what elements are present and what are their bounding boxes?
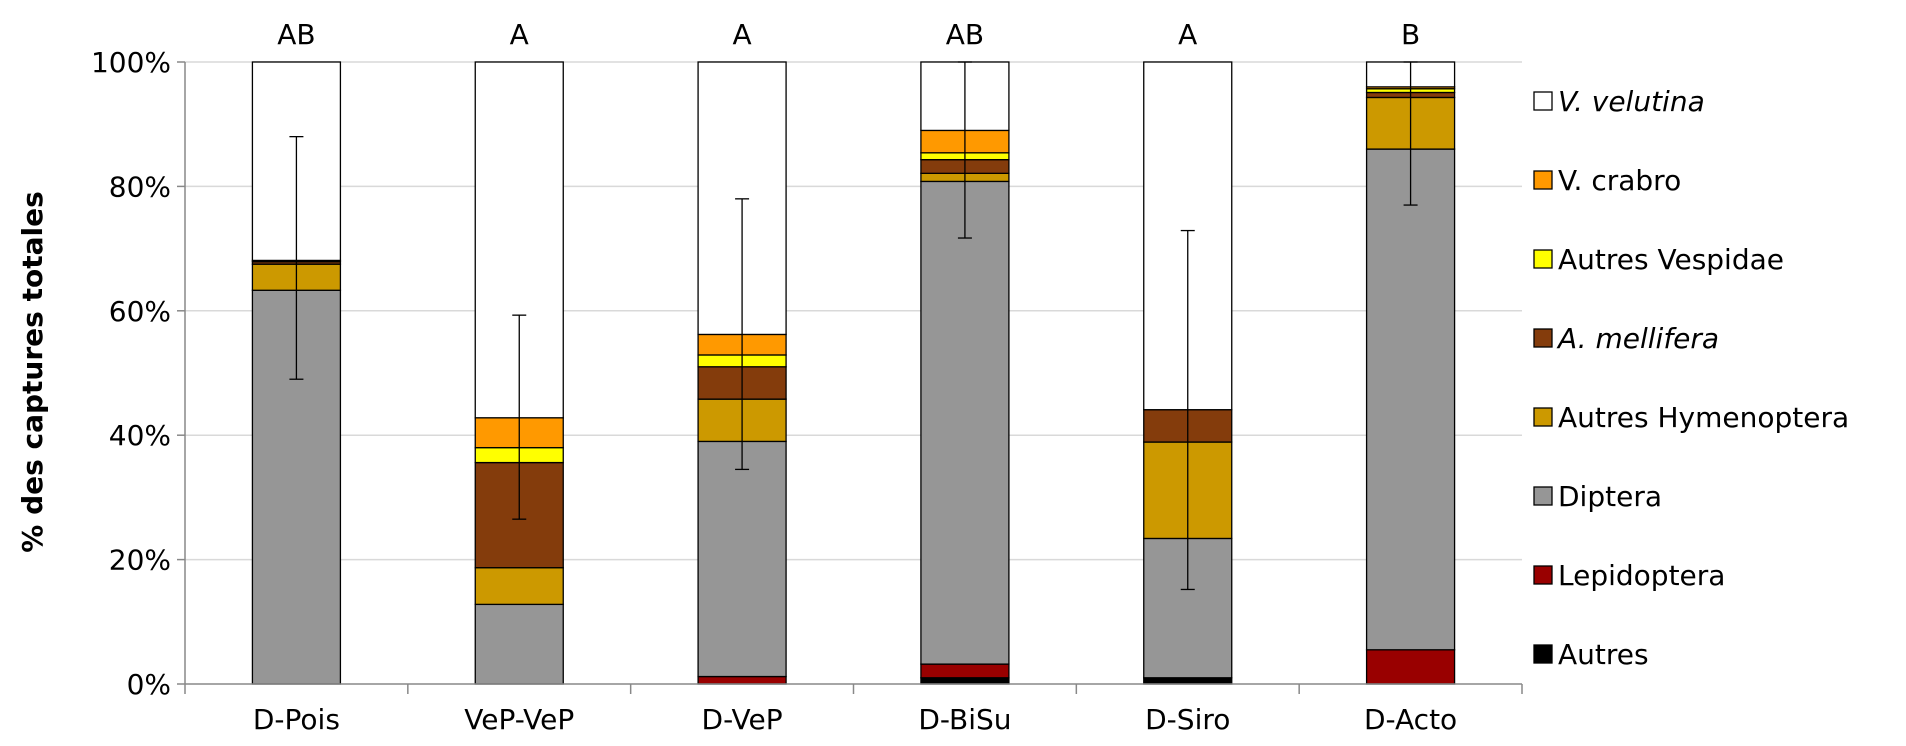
y-axis-label: % des captures totales — [16, 191, 49, 552]
legend-label: Autres Vespidae — [1558, 243, 1784, 276]
bar-segment — [920, 180, 1010, 665]
significance-letter: A — [733, 18, 752, 51]
legend-swatch — [1533, 407, 1553, 427]
y-tick-label: 100% — [91, 46, 171, 79]
y-tick-label: 0% — [127, 668, 171, 701]
bar-segment — [920, 663, 1010, 679]
legend-swatch — [1533, 170, 1553, 190]
bar-segment — [697, 675, 787, 685]
x-tick-label: D-Acto — [1364, 703, 1457, 736]
x-tick-label: D-Siro — [1145, 703, 1230, 736]
legend-label: A. mellifera — [1556, 322, 1719, 355]
legend-label: Autres Hymenoptera — [1558, 401, 1849, 434]
y-tick-label: 80% — [109, 170, 171, 203]
x-tick-label: VeP-VeP — [464, 703, 574, 736]
legend: V. velutina V. crabro Autres Vespidae A. me… — [1533, 85, 1849, 671]
x-tick-label: D-BiSu — [918, 703, 1011, 736]
bar-segment — [474, 567, 564, 606]
legend-label: V. velutina — [1558, 85, 1705, 118]
error-bars — [289, 61, 1418, 591]
significance-letter: AB — [277, 18, 315, 51]
bar-segment — [697, 440, 787, 678]
legend-swatch — [1533, 328, 1553, 348]
bars — [251, 61, 1456, 685]
legend-swatch — [1533, 486, 1553, 506]
significance-letter: B — [1401, 18, 1420, 51]
legend-label: Lepidoptera — [1558, 559, 1725, 592]
x-tick-label: D-VeP — [702, 703, 783, 736]
legend-label: Autres — [1558, 638, 1649, 671]
legend-label: V. crabro — [1558, 164, 1681, 197]
bar-segment — [1365, 148, 1456, 651]
x-tick-label: D-Pois — [253, 703, 340, 736]
y-tick-label: 40% — [109, 419, 171, 452]
labels: D-Pois AB VeP-VeP A D-VeP A D-BiSu AB D-Siro A D-A… — [253, 18, 1457, 736]
y-tick-label: 60% — [109, 295, 171, 328]
bar-segment — [1365, 649, 1456, 685]
bar-segment — [1143, 677, 1233, 685]
legend-swatch — [1533, 644, 1553, 664]
legend-swatch — [1533, 565, 1553, 585]
significance-letter: A — [1178, 18, 1197, 51]
legend-label: Diptera — [1558, 480, 1662, 513]
significance-letter: A — [510, 18, 529, 51]
bar-segment — [920, 677, 1010, 685]
significance-letter: AB — [946, 18, 984, 51]
y-tick-label: 20% — [109, 544, 171, 577]
legend-swatch — [1533, 249, 1553, 269]
bar-segment — [474, 603, 564, 685]
axes: 0% 20% 40% 60% 80% 100% — [91, 46, 1523, 701]
legend-swatch — [1533, 91, 1553, 111]
gridlines — [185, 61, 1522, 561]
